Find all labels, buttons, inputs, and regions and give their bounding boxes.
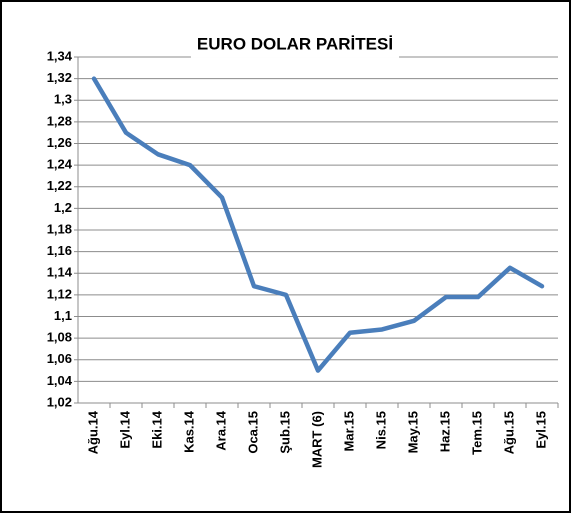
x-tick-label: Eki.14 <box>149 410 164 448</box>
chart-title: EURO DOLAR PARİTESİ <box>197 34 393 53</box>
x-tick-label: Oca.15 <box>245 411 260 454</box>
x-tick-label: Ağu.14 <box>85 410 100 454</box>
y-tick-label: 1,16 <box>47 243 72 258</box>
y-tick-label: 1,06 <box>47 351 72 366</box>
x-tick-label: MART (6) <box>309 411 324 468</box>
x-tick-label: Eyl.15 <box>533 411 548 449</box>
y-tick-label: 1,14 <box>47 265 73 280</box>
y-tick-label: 1,34 <box>47 48 73 63</box>
y-tick-label: 1,2 <box>54 200 72 215</box>
y-tick-label: 1,04 <box>47 373 73 388</box>
y-tick-label: 1,02 <box>47 394 72 409</box>
y-tick-label: 1,28 <box>47 113 72 128</box>
x-tick-label: Ağu.15 <box>501 411 516 454</box>
y-tick-label: 1,18 <box>47 221 72 236</box>
x-tick-label: May.15 <box>405 411 420 453</box>
y-tick-label: 1,12 <box>47 286 72 301</box>
title-background <box>190 32 400 58</box>
y-tick-label: 1,08 <box>47 330 72 345</box>
x-tick-label: Kas.14 <box>181 410 196 453</box>
x-tick-label: Ara.14 <box>213 410 228 451</box>
y-tick-label: 1,24 <box>47 157 73 172</box>
y-tick-label: 1,22 <box>47 178 72 193</box>
x-tick-label: Mar.15 <box>341 411 356 451</box>
x-tick-label: Şub.15 <box>277 411 292 454</box>
y-tick-label: 1,3 <box>54 92 72 107</box>
y-tick-label: 1,1 <box>54 308 72 323</box>
x-tick-label: Tem.15 <box>469 411 484 455</box>
y-tick-label: 1,26 <box>47 135 72 150</box>
x-tick-label: Eyl.14 <box>117 410 132 448</box>
y-tick-label: 1,32 <box>47 70 72 85</box>
x-tick-label: Haz.15 <box>437 411 452 452</box>
series-line <box>91 76 545 373</box>
x-tick-label: Nis.15 <box>373 411 388 449</box>
